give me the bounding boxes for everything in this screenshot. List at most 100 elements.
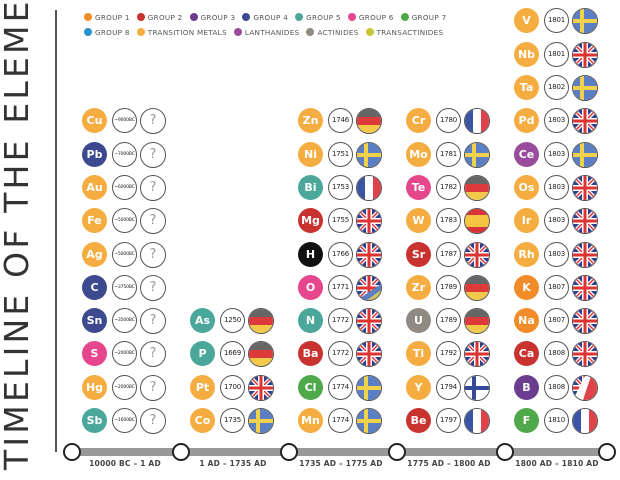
legend-item: GROUP 2 xyxy=(136,13,183,22)
discovery-year: ~3500BC xyxy=(112,308,137,334)
france-flag-icon xyxy=(464,108,490,135)
legend-label: ACTINIDES xyxy=(317,28,359,37)
discovery-year: 1794 xyxy=(436,374,461,400)
discovery-year: ~5000BC xyxy=(112,241,137,267)
legend-item: TRANSITION METALS xyxy=(136,28,227,37)
discovery-year: 1801 xyxy=(544,8,569,34)
legend-swatch xyxy=(136,13,145,21)
legend-label: GROUP 4 xyxy=(253,13,289,22)
uk-flag-icon xyxy=(572,341,598,368)
legend-swatch xyxy=(233,28,242,36)
element-nb-badge: Nb xyxy=(514,41,539,67)
legend-swatch xyxy=(295,13,304,21)
element-v-badge: V xyxy=(514,8,539,34)
discovery-year: 1753 xyxy=(328,174,353,200)
element-mn-badge: Mn xyxy=(298,408,323,433)
legend-swatch xyxy=(365,28,374,36)
element-c-badge: C xyxy=(82,274,107,300)
element-k-badge: K xyxy=(514,274,539,300)
discovery-year: 1803 xyxy=(544,108,569,134)
uk-flag-icon xyxy=(572,174,598,201)
legend-swatch xyxy=(84,13,92,21)
element-hg-badge: Hg xyxy=(82,374,107,400)
discovery-year: 1797 xyxy=(436,408,461,433)
legend-item: GROUP 8 xyxy=(84,28,130,37)
discovery-year: 1810 xyxy=(544,408,569,433)
element-ni-badge: Ni xyxy=(298,141,323,167)
legend-swatch xyxy=(84,28,92,36)
element-ti-badge: Ti xyxy=(406,341,431,367)
element-y-badge: Y xyxy=(406,374,431,400)
uk-flag-icon xyxy=(572,274,598,301)
legend-item: GROUP 6 xyxy=(347,13,394,22)
legend-item: GROUP 7 xyxy=(400,13,447,22)
discovery-year: 1669 xyxy=(220,341,245,367)
legend-item: GROUP 1 xyxy=(84,13,130,22)
element-ca-badge: Ca xyxy=(514,341,539,367)
legend-swatch xyxy=(189,13,198,21)
uk-flag-icon xyxy=(356,308,382,335)
discovery-year: 1780 xyxy=(436,108,461,134)
element-w-badge: W xyxy=(406,208,431,234)
discovery-year: 1772 xyxy=(328,308,353,334)
france-flag-icon xyxy=(356,174,382,201)
legend-label: GROUP 1 xyxy=(95,13,130,22)
germany-flag-icon xyxy=(464,174,490,201)
element-n-badge: N xyxy=(298,308,323,334)
legend-item: GROUP 4 xyxy=(242,13,288,22)
legend-label: GROUP 3 xyxy=(200,13,236,22)
sweden-flag-icon xyxy=(356,374,382,401)
era-label: 1735 AD – 1775 AD xyxy=(299,459,383,468)
element-ag-badge: Ag xyxy=(82,241,107,267)
element-sb-badge: Sb xyxy=(82,408,107,433)
discovery-year: 1808 xyxy=(544,341,569,367)
timeline-node xyxy=(172,443,190,461)
uk-flag-icon xyxy=(356,208,382,235)
element-pt-badge: Pt xyxy=(190,374,215,400)
era-label: 1 AD – 1735 AD xyxy=(199,459,267,468)
element-cu-badge: Cu xyxy=(82,108,107,134)
legend-item: LANTHANIDES xyxy=(233,28,300,37)
uk-flag-icon xyxy=(572,41,598,68)
element-cr-badge: Cr xyxy=(406,108,431,134)
discovery-year: 1700 xyxy=(220,374,245,400)
element-b-badge: B xyxy=(514,374,539,400)
element-ba-badge: Ba xyxy=(298,341,323,367)
discovery-year: 1771 xyxy=(328,274,353,300)
spain-flag-icon xyxy=(464,208,490,235)
france-flag-icon xyxy=(464,408,490,434)
discovery-year: 1774 xyxy=(328,374,353,400)
element-ir-badge: Ir xyxy=(514,208,539,234)
element-be-badge: Be xyxy=(406,408,431,433)
discovery-year: 1803 xyxy=(544,174,569,200)
germany-flag-icon xyxy=(464,274,490,301)
element-f-badge: F xyxy=(514,408,539,433)
unknown-origin-icon: ? xyxy=(140,208,166,235)
timeline-node xyxy=(280,443,298,461)
element-mg-badge: Mg xyxy=(298,208,323,234)
legend-label: GROUP 6 xyxy=(358,13,394,22)
discovery-year: 1789 xyxy=(436,274,461,300)
discovery-year: 1735 xyxy=(220,408,245,433)
discovery-year: 1807 xyxy=(544,274,569,300)
legend-label: GROUP 8 xyxy=(95,28,130,37)
discovery-year: 1772 xyxy=(328,341,353,367)
element-rh-badge: Rh xyxy=(514,241,539,267)
discovery-year: 1781 xyxy=(436,141,461,167)
discovery-year: ~1600BC xyxy=(112,408,137,433)
germany-flag-icon xyxy=(248,308,274,335)
element-ta-badge: Ta xyxy=(514,75,539,100)
era-label: 10000 BC – 1 AD xyxy=(89,459,161,468)
unknown-origin-icon: ? xyxy=(140,308,166,335)
legend-label: GROUP 2 xyxy=(147,13,183,22)
uk-flag-icon xyxy=(356,241,382,268)
uk-sweden-flag-icon xyxy=(356,274,382,301)
discovery-year: 1789 xyxy=(436,308,461,334)
discovery-year: 1755 xyxy=(328,208,353,234)
legend-label: LANTHANIDES xyxy=(244,28,300,37)
uk-flag-icon xyxy=(248,374,274,401)
legend-label: GROUP 5 xyxy=(306,13,341,22)
discovery-year: 1802 xyxy=(544,75,569,100)
legend-label: GROUP 7 xyxy=(411,13,447,22)
germany-flag-icon xyxy=(248,341,274,368)
